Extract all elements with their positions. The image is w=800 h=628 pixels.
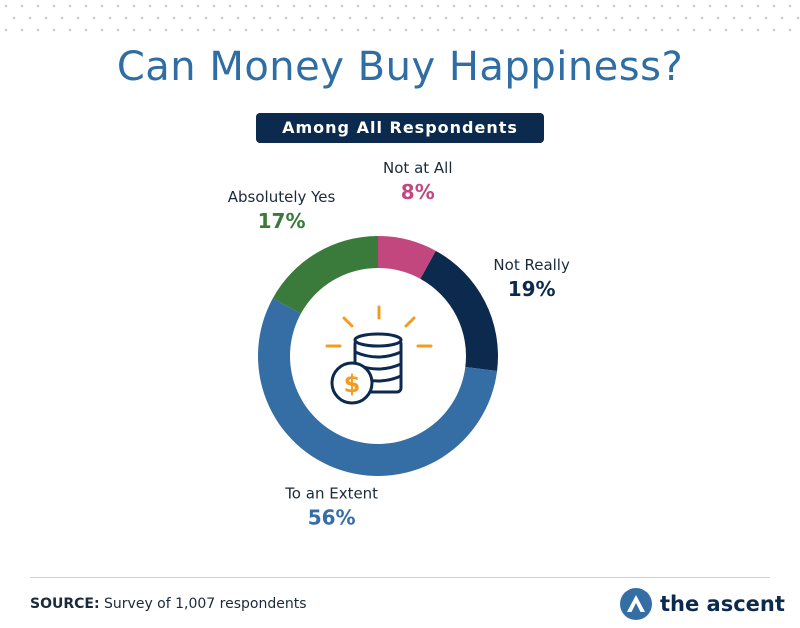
slice-value-to-an-extent: 56%: [308, 506, 356, 530]
svg-text:$: $: [344, 370, 361, 398]
coins-dollar-icon: $: [325, 305, 433, 405]
slice-value-not-at-all: 8%: [401, 180, 435, 204]
donut-slice-absolutely-yes: [272, 236, 378, 314]
slice-label-absolutely-yes: Absolutely Yes: [228, 188, 336, 206]
donut-slice-not-at-all: [378, 236, 436, 279]
slice-value-not-really: 19%: [508, 277, 556, 301]
source-note: SOURCE: Survey of 1,007 respondents: [30, 596, 307, 612]
chart-subtitle-badge: Among All Respondents: [256, 113, 544, 143]
slice-label-not-really: Not Really: [493, 256, 570, 274]
source-text: Survey of 1,007 respondents: [104, 596, 307, 612]
donut-slice-not-really: [420, 250, 499, 372]
brand-name: the ascent: [660, 592, 785, 616]
slice-label-to-an-extent: To an Extent: [284, 485, 378, 503]
footer-divider: [30, 577, 770, 578]
donut-chart: $ Not at All 8% Not Really 19% To an Extent 5…: [228, 159, 570, 530]
chart-title: Can Money Buy Happiness?: [116, 44, 684, 90]
source-label: SOURCE:: [30, 596, 100, 612]
brand-logo: the ascent: [620, 588, 785, 620]
ascent-logo-icon: [620, 588, 652, 620]
slice-label-not-at-all: Not at All: [383, 159, 453, 177]
dotted-pattern: [4, 4, 800, 32]
donut-slice-to-an-extent: [258, 298, 498, 476]
slice-value-absolutely-yes: 17%: [258, 209, 306, 233]
